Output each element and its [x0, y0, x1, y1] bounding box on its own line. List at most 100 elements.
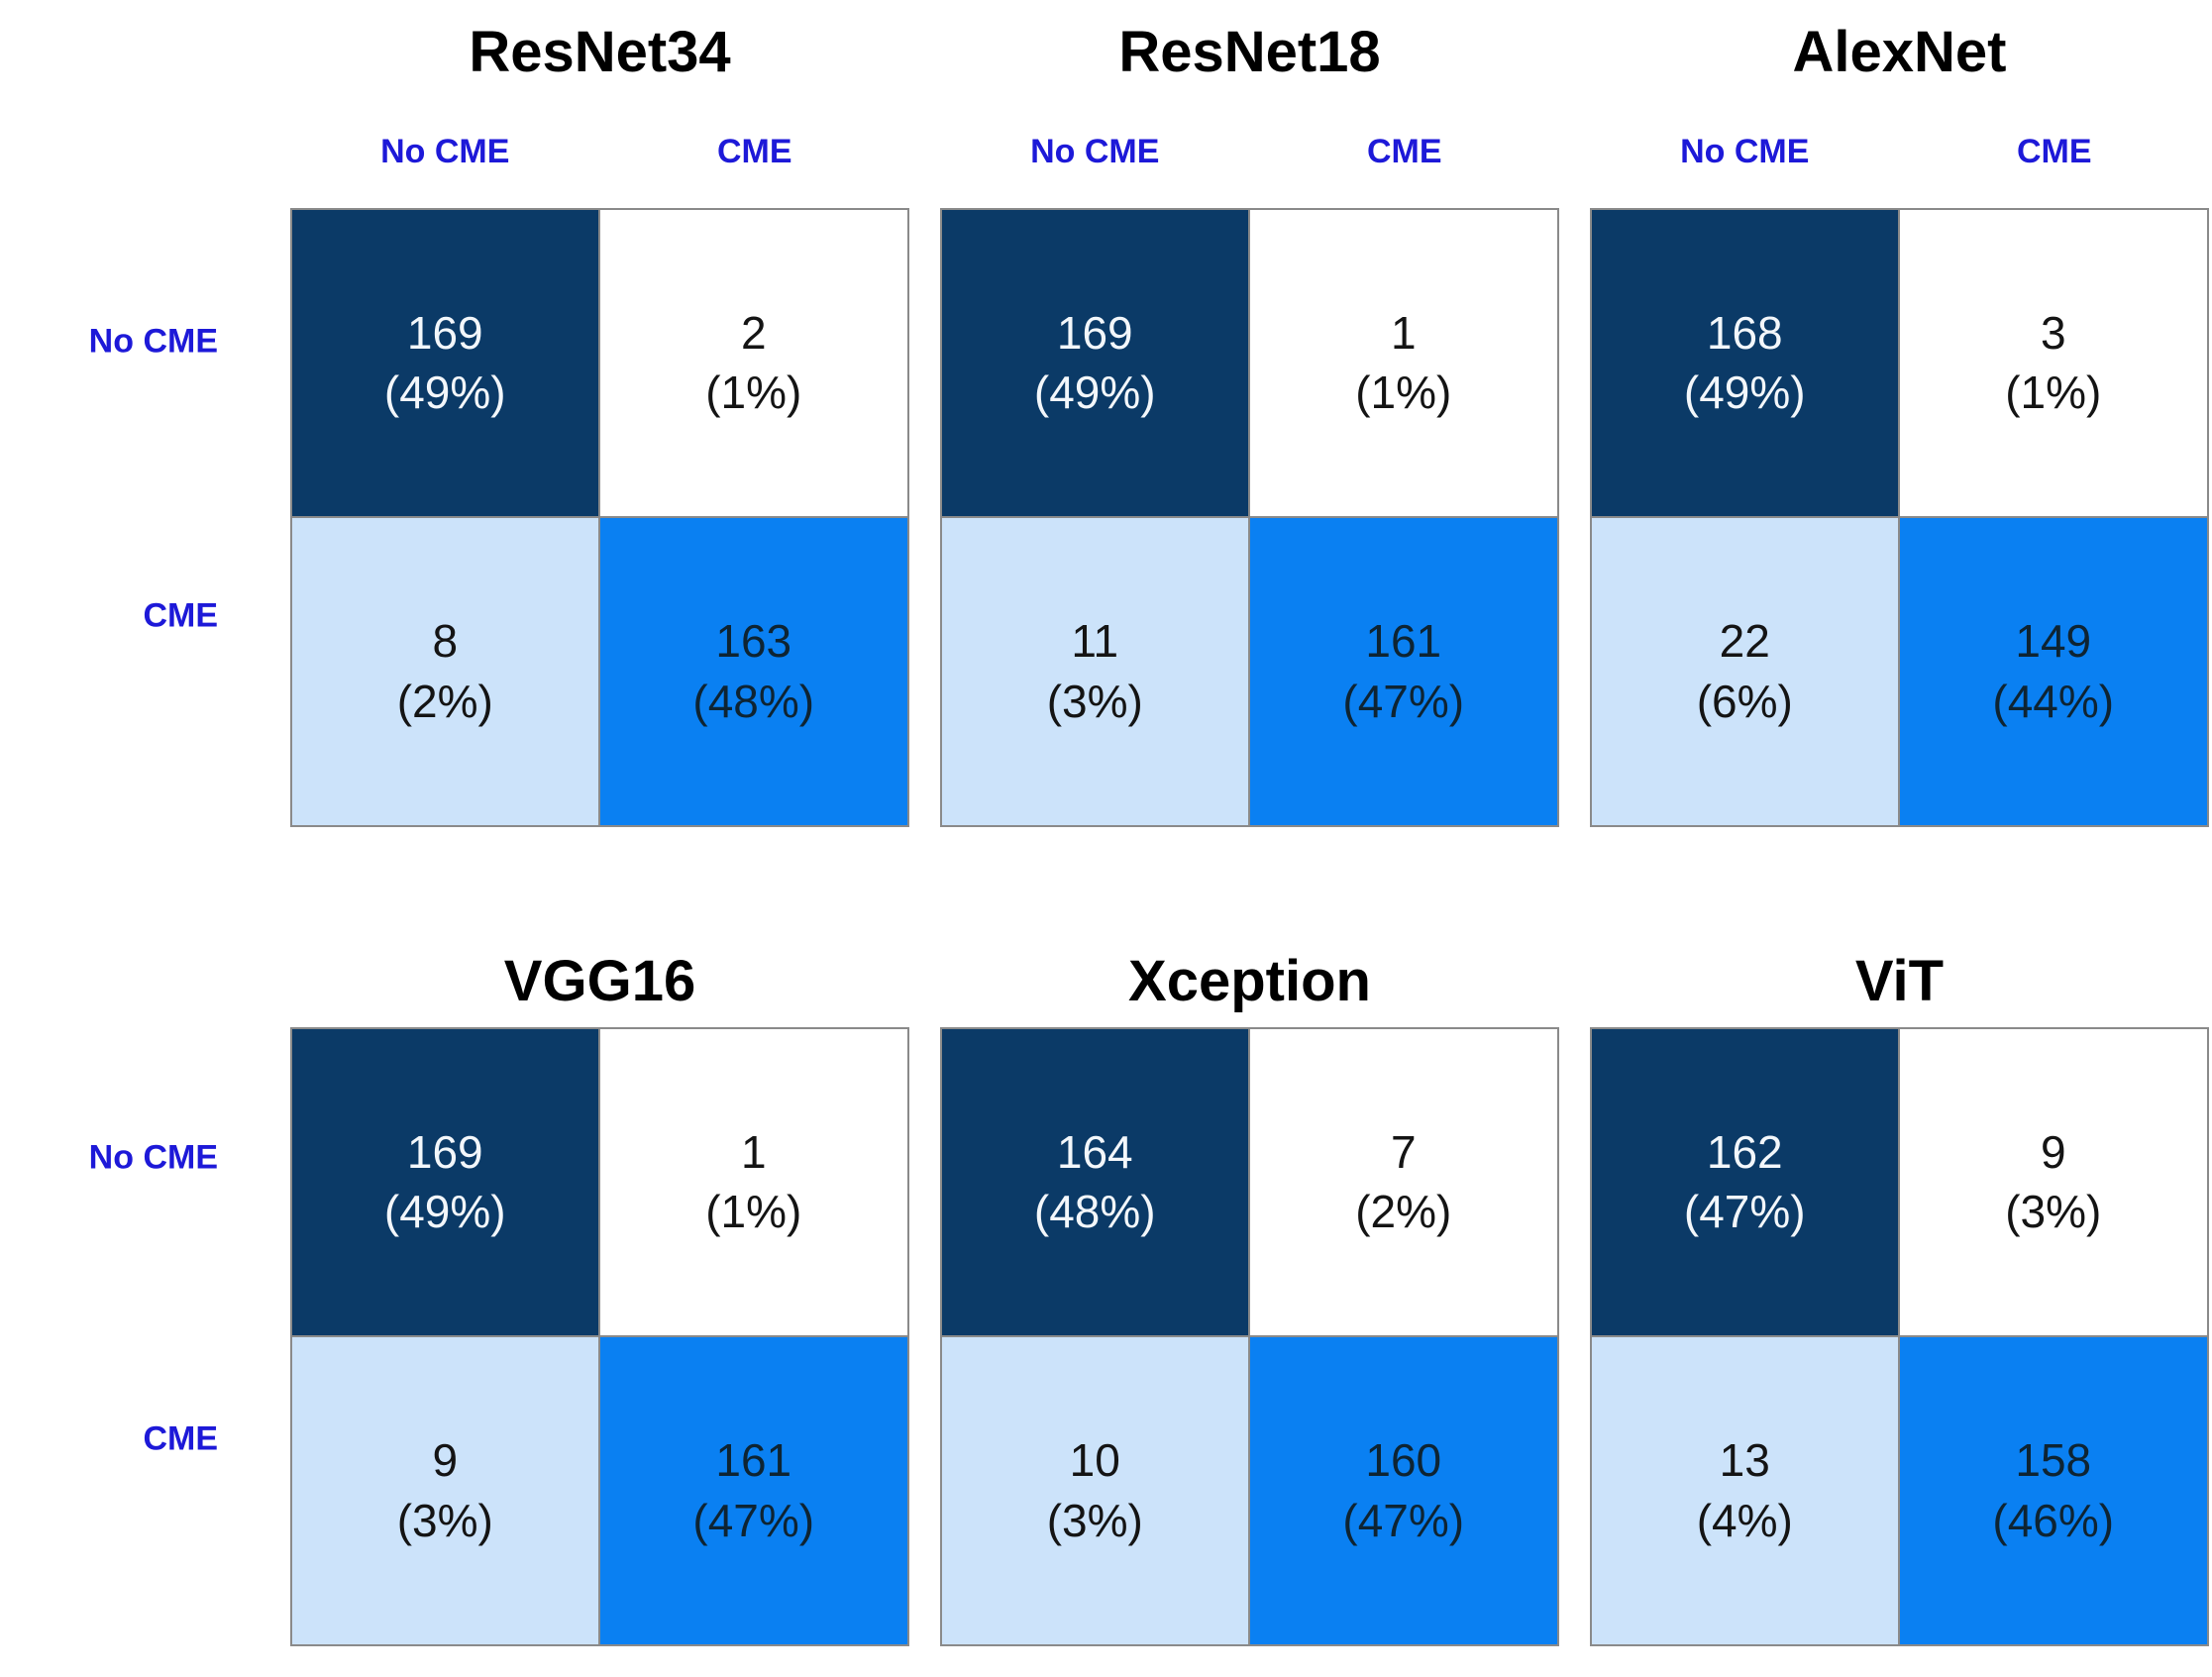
- cell-percent: (44%): [1992, 675, 2115, 727]
- cell-no-cme-cme: 9 (3%): [1899, 1029, 2207, 1337]
- cell-no-cme-cme: 1 (1%): [1249, 210, 1557, 518]
- figure-row-bottom: No CME CME VGG16 169 (49%) 1 (1%) 9 (3%): [0, 934, 2212, 1646]
- cell-cme-no-cme: 11 (3%): [942, 517, 1250, 825]
- cell-value: 1: [1390, 306, 1417, 359]
- cell-value: 11: [1071, 615, 1119, 668]
- cell-cme-cme: 149 (44%): [1899, 517, 2207, 825]
- cell-value: 1: [740, 1125, 767, 1178]
- cell-value: 168: [1706, 306, 1783, 359]
- cell-value: 161: [715, 1434, 792, 1487]
- cell-value: 7: [1390, 1125, 1417, 1178]
- cell-no-cme-cme: 7 (2%): [1249, 1029, 1557, 1337]
- cell-percent: (1%): [705, 367, 802, 419]
- cell-cme-no-cme: 22 (6%): [1592, 517, 1900, 825]
- cell-percent: (48%): [692, 675, 815, 727]
- cell-value: 13: [1719, 1434, 1770, 1487]
- cell-value: 22: [1719, 615, 1770, 668]
- cell-percent: (6%): [1696, 675, 1793, 727]
- cell-percent: (1%): [2005, 367, 2102, 419]
- column-headers: No CME CME: [1590, 95, 2209, 208]
- cell-value: 169: [406, 306, 483, 359]
- row-label-cme: CME: [143, 596, 218, 635]
- col-header-no-cme: No CME: [1030, 132, 1160, 170]
- cell-no-cme-no-cme: 164 (48%): [942, 1029, 1250, 1337]
- cell-percent: (49%): [1683, 367, 1806, 419]
- cell-value: 149: [2015, 615, 2092, 668]
- cell-value: 160: [1365, 1434, 1442, 1487]
- cell-value: 161: [1365, 615, 1442, 668]
- row-label-gutter-top: No CME CME: [0, 8, 260, 827]
- row-label-gutter-bottom: No CME CME: [0, 934, 260, 1646]
- cell-cme-no-cme: 9 (3%): [292, 1336, 600, 1644]
- cell-percent: (47%): [1342, 675, 1465, 727]
- confusion-matrix: 162 (47%) 9 (3%) 13 (4%) 158 (46%): [1590, 1027, 2209, 1646]
- cell-cme-cme: 163 (48%): [599, 517, 907, 825]
- col-header-cme: CME: [2016, 132, 2092, 170]
- cell-percent: (49%): [383, 367, 506, 419]
- panel-vit: ViT 162 (47%) 9 (3%) 13 (4%) 158 (46%): [1590, 934, 2209, 1646]
- cell-value: 10: [1069, 1434, 1120, 1487]
- cell-percent: (2%): [1355, 1186, 1452, 1238]
- cell-value: 169: [1056, 306, 1133, 359]
- panel-resnet18: ResNet18 No CME CME 169 (49%) 1 (1%) 11 …: [940, 8, 1559, 827]
- panel-title: ViT: [1854, 948, 1945, 1013]
- cell-value: 3: [2040, 306, 2066, 359]
- cell-no-cme-cme: 3 (1%): [1899, 210, 2207, 518]
- cell-no-cme-cme: 1 (1%): [599, 1029, 907, 1337]
- panel-title: Xception: [1128, 948, 1371, 1013]
- confusion-matrix: 169 (49%) 2 (1%) 8 (2%) 163 (48%): [290, 208, 909, 827]
- panel-title: ResNet34: [469, 19, 731, 84]
- row-label-no-cme: No CME: [88, 322, 218, 361]
- panel-vgg16: VGG16 169 (49%) 1 (1%) 9 (3%) 161 (47%): [290, 934, 909, 1646]
- confusion-matrix: 169 (49%) 1 (1%) 9 (3%) 161 (47%): [290, 1027, 909, 1646]
- column-headers: No CME CME: [290, 95, 909, 208]
- panel-xception: Xception 164 (48%) 7 (2%) 10 (3%) 160 (4…: [940, 934, 1559, 1646]
- row-label-no-cme: No CME: [88, 1138, 218, 1177]
- cell-percent: (1%): [705, 1186, 802, 1238]
- col-header-cme: CME: [1366, 132, 1442, 170]
- cell-value: 162: [1706, 1125, 1783, 1178]
- cell-no-cme-no-cme: 169 (49%): [292, 1029, 600, 1337]
- cell-percent: (47%): [692, 1494, 815, 1546]
- cell-no-cme-no-cme: 162 (47%): [1592, 1029, 1900, 1337]
- cell-percent: (1%): [1355, 367, 1452, 419]
- confusion-matrix: 169 (49%) 1 (1%) 11 (3%) 161 (47%): [940, 208, 1559, 827]
- panel-alexnet: AlexNet No CME CME 168 (49%) 3 (1%) 22 (…: [1590, 8, 2209, 827]
- cell-percent: (3%): [1046, 1494, 1143, 1546]
- cell-cme-no-cme: 13 (4%): [1592, 1336, 1900, 1644]
- col-header-no-cme: No CME: [380, 132, 510, 170]
- cell-percent: (2%): [396, 675, 493, 727]
- cell-value: 164: [1056, 1125, 1133, 1178]
- cell-percent: (3%): [396, 1494, 493, 1546]
- cell-percent: (49%): [383, 1186, 506, 1238]
- cell-cme-no-cme: 8 (2%): [292, 517, 600, 825]
- cell-no-cme-cme: 2 (1%): [599, 210, 907, 518]
- figure-row-top: No CME CME ResNet34 No CME CME 169 (49%)…: [0, 0, 2212, 827]
- cell-percent: (3%): [2005, 1186, 2102, 1238]
- cell-value: 163: [715, 615, 792, 668]
- cell-cme-cme: 158 (46%): [1899, 1336, 2207, 1644]
- cell-cme-cme: 160 (47%): [1249, 1336, 1557, 1644]
- cell-cme-cme: 161 (47%): [599, 1336, 907, 1644]
- cell-value: 8: [432, 615, 459, 668]
- confusion-matrix: 168 (49%) 3 (1%) 22 (6%) 149 (44%): [1590, 208, 2209, 827]
- cell-value: 2: [740, 306, 767, 359]
- row-label-cme: CME: [143, 1419, 218, 1458]
- panel-resnet34: ResNet34 No CME CME 169 (49%) 2 (1%) 8 (…: [290, 8, 909, 827]
- cell-percent: (4%): [1696, 1494, 1793, 1546]
- cell-cme-no-cme: 10 (3%): [942, 1336, 1250, 1644]
- cell-percent: (46%): [1992, 1494, 2115, 1546]
- cell-percent: (47%): [1683, 1186, 1806, 1238]
- cell-percent: (48%): [1033, 1186, 1156, 1238]
- cell-percent: (49%): [1033, 367, 1156, 419]
- panel-title: ResNet18: [1118, 19, 1381, 84]
- cell-no-cme-no-cme: 168 (49%): [1592, 210, 1900, 518]
- col-header-no-cme: No CME: [1680, 132, 1810, 170]
- cell-no-cme-no-cme: 169 (49%): [942, 210, 1250, 518]
- cell-value: 158: [2015, 1434, 2092, 1487]
- cell-value: 9: [2040, 1125, 2066, 1178]
- column-headers: No CME CME: [940, 95, 1559, 208]
- cell-value: 9: [432, 1434, 459, 1487]
- panel-title: VGG16: [503, 948, 696, 1013]
